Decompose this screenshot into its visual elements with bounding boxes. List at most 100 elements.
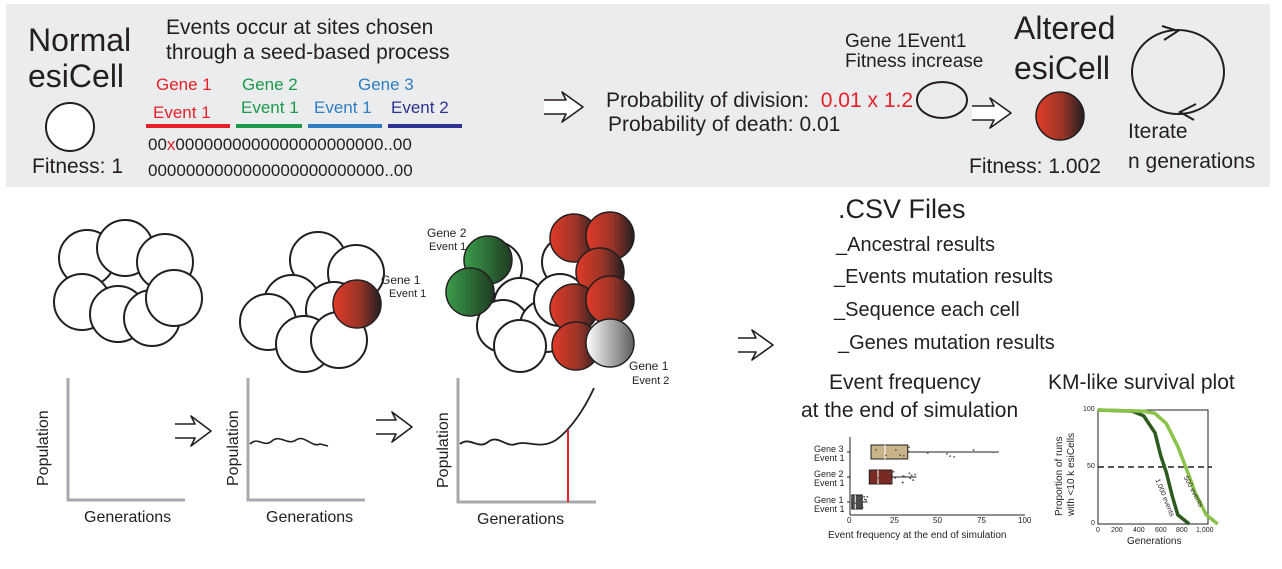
box-point (863, 495, 866, 498)
plot3-ylabel: Population (435, 412, 452, 488)
km-series-line (1097, 408, 1219, 526)
box-point (903, 475, 906, 478)
panel3-event1-label: Event 1 (429, 241, 467, 253)
arrow-icon (972, 97, 1012, 129)
panel2-gene-label: Gene 1 (381, 273, 421, 287)
plot2-ylabel: Population (225, 410, 242, 486)
box-point (926, 451, 929, 454)
boxplot-tick-100: 100 (1018, 516, 1032, 525)
plot3-axes (456, 378, 596, 504)
box-point (902, 475, 904, 477)
box-point (856, 501, 859, 504)
km-xlabel: Generations (1127, 536, 1182, 547)
gene2-label: Gene 2 (242, 75, 298, 94)
normal-title-1: Normal (28, 22, 132, 58)
event-freq-title-1: Event frequency (829, 371, 981, 394)
normal-fitness: Fitness: 1 (32, 155, 124, 178)
box-point (908, 446, 910, 449)
plot1-ylabel: Population (35, 410, 52, 486)
box-point (912, 479, 915, 481)
row-label-gene2: Gene 2 (814, 469, 844, 479)
gene3-event1-bar (308, 124, 382, 128)
box-point (854, 502, 856, 505)
arrow-icon (376, 411, 413, 443)
box-point (851, 496, 854, 498)
fitness-increase: Fitness increase (845, 51, 984, 72)
population-cluster-2 (239, 231, 385, 373)
row-label-gene1: Gene 1 (814, 495, 844, 505)
box-iqr (868, 469, 893, 485)
arrow-icon (544, 91, 584, 123)
box-point (892, 470, 895, 473)
gene1-event1-bar (146, 124, 230, 128)
csv-item: _Events mutation results (834, 266, 1053, 288)
altered-title-1: Altered (1014, 10, 1116, 46)
box-point (875, 448, 877, 451)
box-point (914, 473, 916, 476)
box-iqr (870, 444, 909, 460)
n-generations-label: n generations (1128, 150, 1256, 173)
arrow-icon (738, 329, 774, 361)
prob-death: Probability of death: 0.01 (608, 113, 841, 136)
csv-item: _Sequence each cell (834, 299, 1020, 321)
gene3-event2-bar (388, 124, 462, 128)
box-iqr (851, 494, 863, 510)
population-cluster-1 (53, 219, 203, 347)
km-xtick-800: 800 (1176, 527, 1188, 534)
box-point (857, 496, 860, 499)
box-point (953, 455, 955, 458)
gene3-event1: Event 1 (314, 98, 372, 117)
gene2-event1-bar (236, 124, 302, 128)
row-label-gene3: Gene 3 (814, 444, 844, 454)
boxplot-tick-0: 0 (847, 516, 852, 525)
km-xtick-600: 600 (1155, 527, 1167, 534)
box-point (860, 499, 863, 502)
gene-event-title: Gene 1Event1 (845, 31, 967, 52)
row-label-event: Event 1 (814, 478, 845, 488)
km-ylabel-1: Proportion of runs (1054, 436, 1065, 517)
plot3-xlabel: Generations (477, 511, 565, 528)
altered-fitness: Fitness: 1.002 (969, 155, 1101, 178)
csv-item: _Ancestral results (836, 234, 995, 256)
cycle-arrowhead-icon (1161, 25, 1181, 41)
box-point (863, 498, 866, 501)
highlight-circle (916, 81, 968, 119)
box-point (890, 480, 893, 483)
csv-item: _Genes mutation results (838, 332, 1055, 354)
km-xtick-1000: 1,000 (1196, 527, 1214, 534)
box-point (899, 454, 902, 457)
gene2-event: Event 1 (241, 98, 299, 117)
sequence-line-1: 00x0000000000000000000000..00 (148, 135, 412, 154)
box-point (861, 506, 864, 509)
km-ytick-50: 50 (1087, 463, 1095, 470)
km-survival-plot (1097, 408, 1219, 526)
box-point (991, 451, 994, 454)
km-xtick-400: 400 (1133, 527, 1145, 534)
km-ylabel-2: with <10 k esiCells (1066, 432, 1077, 516)
gene1-label: Gene 1 (156, 75, 212, 94)
box-point (902, 454, 905, 457)
gene3-label: Gene 3 (358, 75, 414, 94)
normal-cell (45, 102, 95, 152)
panel3-gene2-label: Gene 2 (427, 226, 467, 240)
plot1-xlabel: Generations (84, 509, 172, 526)
box-point (908, 450, 910, 453)
panel3-event2-label: Event 2 (632, 375, 670, 387)
box-point (858, 502, 861, 505)
sequence-line-2: 0000000000000000000000000..00 (148, 161, 413, 180)
iterate-label: Iterate (1128, 120, 1188, 143)
population-curve-2 (249, 437, 329, 447)
box-point (946, 452, 948, 455)
box-point (902, 481, 904, 484)
box-point (877, 477, 880, 479)
box-point (894, 477, 896, 479)
events-desc-1: Events occur at sites chosen (166, 16, 434, 39)
panel2-event-label: Event 1 (389, 288, 427, 300)
km-xtick-200: 200 (1111, 527, 1123, 534)
plot2-xlabel: Generations (266, 509, 354, 526)
km-ytick-0: 0 (1091, 520, 1095, 527)
km-title: KM-like survival plot (1048, 371, 1235, 394)
gene1-event: Event 1 (153, 103, 211, 122)
box-point (885, 454, 887, 457)
